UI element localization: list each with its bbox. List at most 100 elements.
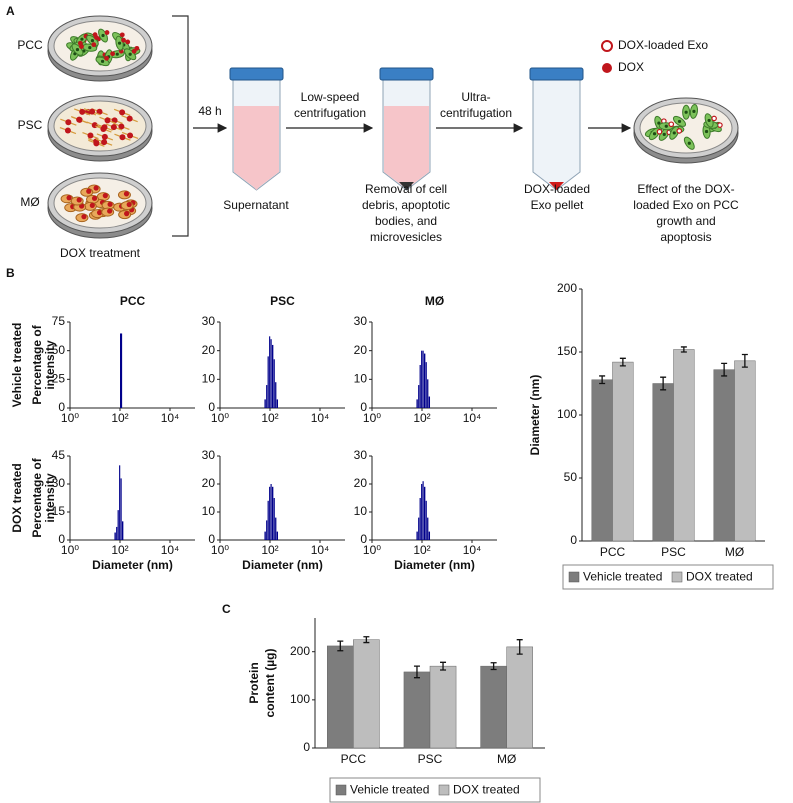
histogram-bar [428, 396, 431, 408]
bar [673, 349, 695, 542]
bar [652, 383, 674, 542]
y-tick-label: 100 [290, 692, 310, 706]
error-bar [516, 639, 523, 655]
result-caption: growth and [656, 214, 715, 228]
x-tick-label: 10⁰ [211, 411, 229, 425]
legend-label: DOX treated [453, 783, 520, 797]
y-tick-label: 10 [354, 372, 368, 386]
bracket [172, 15, 189, 237]
dox [104, 117, 111, 124]
x-tick-label: 10⁴ [463, 543, 482, 557]
histogram-bar [423, 353, 426, 408]
nucleus [117, 41, 122, 45]
dox [93, 140, 100, 147]
histogram-bar [276, 399, 279, 408]
tube-body [532, 79, 581, 191]
error-bar [660, 376, 667, 391]
step-label: Low-speed [301, 90, 360, 104]
bar [612, 361, 634, 542]
bar [734, 360, 756, 542]
dox [101, 139, 108, 146]
dox [104, 30, 110, 35]
histogram-bar [270, 339, 272, 408]
histogram-bar [271, 486, 274, 540]
histogram-bar [267, 356, 269, 408]
x-tick-label: 10⁴ [161, 543, 180, 557]
dox [119, 109, 126, 116]
y-tick-label: 30 [202, 448, 216, 462]
x-axis-label: Diameter (nm) [394, 558, 475, 572]
histogram-bar [114, 532, 116, 540]
x-tick-label: 10² [413, 411, 430, 425]
dox [81, 214, 87, 220]
nucleus [707, 118, 711, 123]
nucleus [677, 119, 682, 124]
x-tick-label: 10⁰ [363, 543, 381, 557]
dox [65, 119, 72, 126]
y-tick-label: 25 [52, 372, 66, 386]
dox [107, 208, 113, 214]
x-tick-label: MØ [725, 545, 744, 559]
x-tick-label: 10² [111, 411, 128, 425]
y-tick-label: 0 [58, 400, 65, 414]
tube-liquid [234, 106, 279, 189]
x-tick-label: 10⁴ [311, 543, 330, 557]
y-tick-label: 15 [52, 504, 66, 518]
nucleus [88, 46, 92, 50]
tube-caption: debris, apoptotic [362, 198, 450, 212]
histogram-bar [267, 500, 269, 540]
x-tick-label: PSC [661, 545, 686, 559]
bar [429, 665, 457, 749]
y-tick-label: 0 [58, 532, 65, 546]
dox [121, 37, 126, 43]
chart-title: PCC [120, 294, 146, 308]
nucleus [90, 39, 95, 43]
bar [327, 645, 354, 749]
x-tick-label: MØ [497, 752, 516, 766]
dox [110, 51, 116, 57]
histogram-bar [421, 484, 423, 540]
histogram-bar [275, 382, 277, 408]
y-tick-label: 30 [202, 314, 216, 328]
histogram-bar [264, 531, 266, 540]
bar [403, 671, 431, 749]
histogram-bar [264, 399, 266, 408]
y-tick-label: 20 [354, 343, 368, 357]
x-axis-label: Diameter (nm) [92, 558, 173, 572]
time-label: 48 h [198, 104, 221, 118]
x-tick-label: PCC [341, 752, 367, 766]
nucleus [75, 48, 80, 52]
x-tick-label: 10⁰ [61, 411, 79, 425]
panel-label: B [6, 266, 15, 280]
row-label: Vehicle treated [10, 323, 24, 408]
legend-exo [601, 40, 613, 52]
step-label: centrifugation [294, 106, 366, 120]
step-label: centrifugation [440, 106, 512, 120]
histogram-bar [421, 350, 423, 408]
y-tick-label: 30 [52, 476, 66, 490]
histogram-bar [416, 531, 418, 540]
histogram-bar [269, 336, 271, 408]
dox [104, 55, 109, 61]
histogram-bar [418, 385, 420, 408]
dox [107, 201, 113, 207]
x-tick-label: 10⁴ [311, 411, 330, 425]
chart-title: MØ [425, 294, 444, 308]
tube-pellet [399, 182, 414, 190]
error-bar [337, 640, 344, 652]
legend-box [562, 564, 774, 590]
dox [96, 210, 103, 216]
dox [126, 201, 132, 208]
nucleus [704, 129, 709, 134]
y-tick-label: 20 [202, 476, 216, 490]
dox [91, 195, 98, 201]
histogram-bar [121, 521, 124, 540]
y-tick-label: 0 [360, 400, 367, 414]
x-tick-label: PSC [418, 752, 443, 766]
y-tick-label: 200 [290, 644, 310, 658]
histogram-bar [425, 500, 427, 540]
error-bar [680, 346, 687, 353]
legend-box [329, 777, 541, 803]
histogram-bar [266, 385, 268, 408]
